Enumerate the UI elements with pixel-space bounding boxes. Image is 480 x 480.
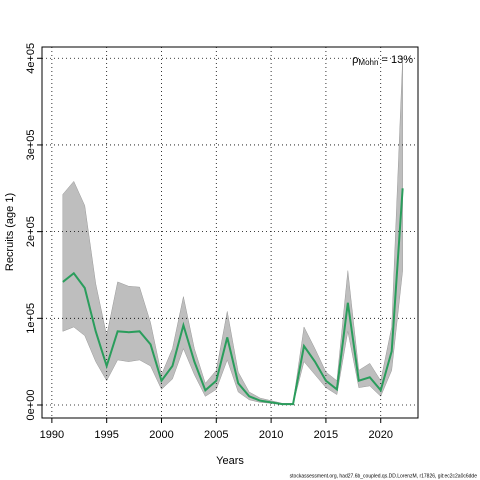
- x-tick-label: 1995: [94, 429, 118, 441]
- annotation-text: = 13%: [378, 54, 413, 66]
- confidence-band: [62, 58, 403, 405]
- y-axis-label: Recruits (age 1): [4, 193, 16, 271]
- x-tick-label: 2015: [314, 429, 338, 441]
- y-tick-label: 1e+05: [25, 303, 37, 334]
- plot-frame: [41, 46, 419, 419]
- y-tick-label: 3e+05: [25, 129, 37, 160]
- annotation: ρMohn = 13%: [352, 54, 413, 67]
- y-tick-label: 4e+05: [25, 43, 37, 74]
- x-tick-label: 2010: [259, 429, 283, 441]
- x-axis-label: Years: [216, 455, 244, 467]
- recruit-line: [62, 188, 404, 406]
- annotation-symbol: ρ: [352, 54, 358, 66]
- x-tick-label: 2020: [368, 429, 392, 441]
- annotation-subscript: Mohn: [358, 58, 378, 67]
- x-tick-label: 2005: [204, 429, 228, 441]
- y-tick-label: 2e+05: [25, 216, 37, 247]
- x-tick-label: 1990: [40, 429, 64, 441]
- y-tick-label: 0e+00: [25, 390, 37, 421]
- x-tick-label: 2000: [149, 429, 173, 441]
- footer: stockassessment.org, had27.6b_coupled.qs…: [290, 473, 478, 479]
